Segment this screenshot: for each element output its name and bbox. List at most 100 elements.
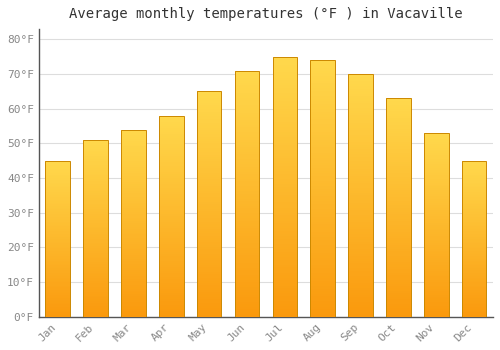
- Bar: [121, 293, 146, 294]
- Bar: [348, 314, 373, 317]
- Bar: [121, 141, 146, 143]
- Bar: [386, 216, 410, 218]
- Bar: [197, 270, 222, 272]
- Bar: [424, 293, 448, 295]
- Bar: [121, 262, 146, 264]
- Bar: [272, 85, 297, 88]
- Bar: [234, 127, 260, 130]
- Bar: [424, 175, 448, 177]
- Bar: [121, 148, 146, 150]
- Bar: [46, 250, 70, 251]
- Bar: [121, 300, 146, 302]
- Bar: [84, 223, 108, 225]
- Bar: [84, 150, 108, 152]
- Bar: [234, 73, 260, 76]
- Bar: [424, 302, 448, 304]
- Bar: [424, 164, 448, 166]
- Bar: [272, 98, 297, 101]
- Bar: [197, 236, 222, 238]
- Bar: [121, 279, 146, 281]
- Bar: [424, 221, 448, 223]
- Bar: [348, 161, 373, 164]
- Bar: [272, 70, 297, 72]
- Bar: [348, 298, 373, 300]
- Bar: [159, 251, 184, 252]
- Bar: [272, 182, 297, 184]
- Bar: [272, 280, 297, 283]
- Bar: [234, 262, 260, 265]
- Bar: [234, 107, 260, 110]
- Bar: [462, 312, 486, 314]
- Bar: [46, 197, 70, 198]
- Bar: [310, 307, 335, 309]
- Bar: [121, 146, 146, 148]
- Bar: [121, 290, 146, 293]
- Bar: [462, 184, 486, 186]
- Bar: [84, 211, 108, 212]
- Bar: [462, 194, 486, 195]
- Bar: [462, 270, 486, 272]
- Bar: [159, 206, 184, 208]
- Bar: [159, 136, 184, 138]
- Bar: [159, 276, 184, 279]
- Bar: [424, 214, 448, 216]
- Bar: [462, 214, 486, 215]
- Bar: [348, 275, 373, 278]
- Bar: [84, 182, 108, 184]
- Bar: [424, 201, 448, 203]
- Bar: [197, 220, 222, 222]
- Bar: [234, 157, 260, 159]
- Bar: [462, 204, 486, 206]
- Bar: [234, 304, 260, 307]
- Bar: [121, 294, 146, 296]
- Bar: [462, 239, 486, 240]
- Bar: [234, 292, 260, 295]
- Bar: [386, 260, 410, 262]
- Bar: [84, 237, 108, 239]
- Bar: [84, 312, 108, 313]
- Bar: [197, 224, 222, 227]
- Bar: [197, 296, 222, 299]
- Bar: [46, 161, 70, 317]
- Bar: [462, 237, 486, 239]
- Bar: [310, 158, 335, 160]
- Bar: [46, 208, 70, 209]
- Bar: [462, 180, 486, 181]
- Bar: [46, 265, 70, 267]
- Bar: [46, 167, 70, 169]
- Bar: [348, 208, 373, 210]
- Bar: [197, 312, 222, 315]
- Bar: [348, 149, 373, 152]
- Bar: [197, 159, 222, 161]
- Bar: [272, 179, 297, 182]
- Bar: [462, 162, 486, 164]
- Bar: [462, 282, 486, 284]
- Bar: [121, 306, 146, 307]
- Bar: [84, 283, 108, 285]
- Bar: [272, 293, 297, 296]
- Bar: [121, 250, 146, 251]
- Bar: [310, 147, 335, 150]
- Bar: [348, 285, 373, 288]
- Bar: [272, 135, 297, 138]
- Bar: [424, 153, 448, 155]
- Bar: [386, 275, 410, 278]
- Bar: [159, 226, 184, 228]
- Bar: [197, 139, 222, 141]
- Bar: [424, 137, 448, 139]
- Bar: [348, 304, 373, 307]
- Bar: [310, 245, 335, 247]
- Bar: [84, 193, 108, 195]
- Bar: [424, 155, 448, 157]
- Bar: [424, 311, 448, 313]
- Bar: [197, 186, 222, 188]
- Bar: [424, 276, 448, 278]
- Bar: [121, 278, 146, 279]
- Bar: [386, 299, 410, 301]
- Bar: [234, 71, 260, 317]
- Bar: [310, 104, 335, 106]
- Bar: [121, 158, 146, 160]
- Bar: [386, 210, 410, 212]
- Bar: [46, 262, 70, 264]
- Bar: [197, 299, 222, 301]
